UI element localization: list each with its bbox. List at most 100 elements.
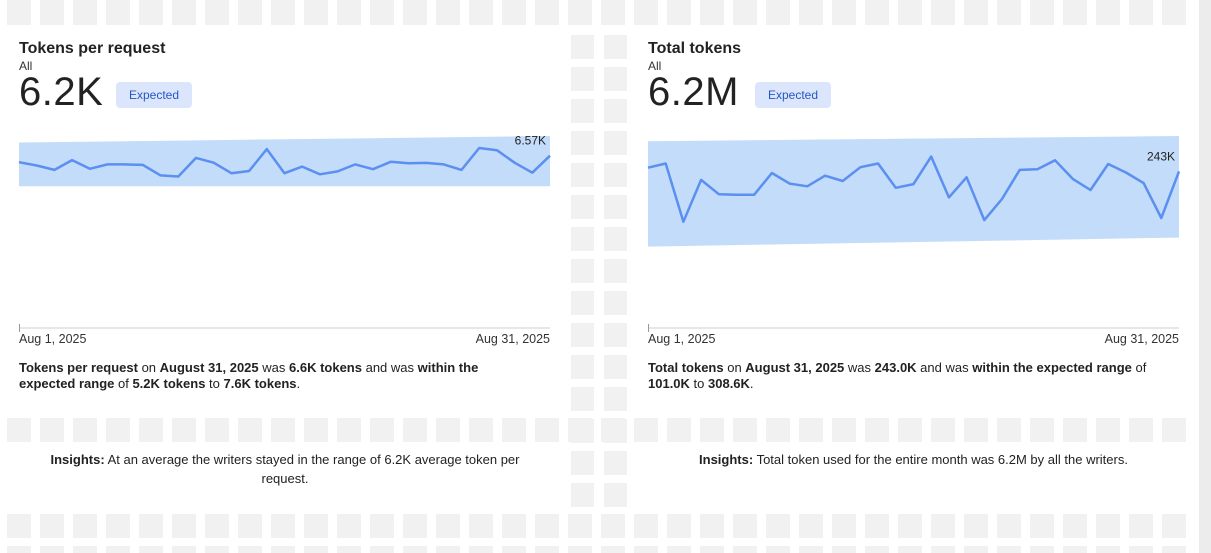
- x-axis-start-label: Aug 1, 2025: [19, 332, 87, 346]
- background-tile: [571, 131, 594, 155]
- background-tile: [1096, 514, 1120, 538]
- background-tile: [271, 0, 295, 25]
- series-line: [647, 155, 1181, 223]
- background-tile: [604, 323, 627, 347]
- background-tile: [370, 418, 394, 442]
- background-tile: [1030, 0, 1054, 25]
- background-tile: [700, 418, 724, 442]
- background-tile: [1096, 418, 1120, 442]
- background-tile: [832, 0, 856, 25]
- background-tile: [667, 418, 691, 442]
- background-tile: [205, 0, 229, 25]
- background-tile: [733, 514, 757, 538]
- background-tile: [604, 483, 627, 507]
- background-tile: [799, 0, 823, 25]
- background-tile: [304, 418, 328, 442]
- background-tile: [205, 546, 229, 553]
- background-tile: [733, 0, 757, 25]
- background-tile: [733, 418, 757, 442]
- background-tile: [304, 546, 328, 553]
- background-tile: [997, 418, 1021, 442]
- background-tile: [571, 227, 594, 251]
- background-tile: [634, 546, 658, 553]
- background-tile: [73, 418, 97, 442]
- background-tile: [205, 418, 229, 442]
- background-tile: [604, 227, 627, 251]
- x-axis-start-label: Aug 1, 2025: [648, 332, 716, 346]
- background-tile: [403, 514, 427, 538]
- background-tile: [766, 418, 790, 442]
- background-tile: [403, 546, 427, 553]
- background-tile: [865, 514, 889, 538]
- background-tile: [304, 514, 328, 538]
- background-tile: [931, 514, 955, 538]
- background-tile: [1162, 514, 1186, 538]
- background-tile: [337, 0, 361, 25]
- background-tile: [403, 418, 427, 442]
- background-tile: [40, 0, 64, 25]
- status-badge: Expected: [116, 82, 193, 108]
- background-tile: [604, 355, 627, 379]
- insight-text: Insights: Total token used for the entir…: [648, 450, 1179, 469]
- background-tile: [1096, 0, 1120, 25]
- background-tile: [571, 259, 594, 283]
- background-tile: [571, 387, 594, 411]
- background-tile: [799, 546, 823, 553]
- background-tile: [964, 514, 988, 538]
- background-tile: [172, 418, 196, 442]
- background-tile: [73, 546, 97, 553]
- background-tile: [832, 546, 856, 553]
- background-tile: [766, 546, 790, 553]
- background-tile: [370, 514, 394, 538]
- background-tile: [139, 0, 163, 25]
- background-tile: [571, 451, 594, 475]
- background-tile: [865, 546, 889, 553]
- background-tile: [898, 546, 922, 553]
- line-chart: 243K: [647, 136, 1181, 332]
- background-tile: [571, 483, 594, 507]
- background-tile: [1096, 546, 1120, 553]
- background-tile: [604, 419, 627, 443]
- background-tile: [799, 418, 823, 442]
- background-tile: [571, 195, 594, 219]
- background-tile: [238, 0, 262, 25]
- background-tile: [172, 546, 196, 553]
- background-tile: [139, 546, 163, 553]
- background-tile: [469, 418, 493, 442]
- background-tile: [304, 0, 328, 25]
- background-tile: [403, 0, 427, 25]
- background-tile: [7, 0, 31, 25]
- background-tile: [370, 546, 394, 553]
- tokens-per-request-card: Tokens per request All 6.2K Expected 6.5…: [18, 40, 559, 410]
- background-tile: [634, 0, 658, 25]
- chart-title: Total tokens: [648, 40, 742, 57]
- background-tile: [601, 546, 625, 553]
- background-tile: [997, 546, 1021, 553]
- background-tile: [535, 0, 559, 25]
- background-tile: [568, 514, 592, 538]
- background-tile: [73, 514, 97, 538]
- big-value: 6.2K: [19, 70, 104, 114]
- background-tile: [535, 546, 559, 553]
- background-tile: [799, 514, 823, 538]
- background-tile: [700, 0, 724, 25]
- background-tile: [700, 546, 724, 553]
- background-tile: [271, 514, 295, 538]
- background-tile: [931, 418, 955, 442]
- background-tile: [238, 418, 262, 442]
- background-tile: [832, 418, 856, 442]
- background-tile: [634, 514, 658, 538]
- background-tile: [571, 67, 594, 91]
- background-tile: [337, 546, 361, 553]
- background-tile: [604, 99, 627, 123]
- background-tile: [1063, 0, 1087, 25]
- background-tile: [571, 163, 594, 187]
- chart-summary: Tokens per request on August 31, 2025 wa…: [19, 360, 479, 391]
- background-tile: [238, 546, 262, 553]
- background-tile: [106, 546, 130, 553]
- expected-range-band: [19, 136, 550, 187]
- background-tile: [571, 323, 594, 347]
- background-tile: [667, 546, 691, 553]
- chart-subtitle: All: [648, 59, 662, 73]
- background-tile: [604, 195, 627, 219]
